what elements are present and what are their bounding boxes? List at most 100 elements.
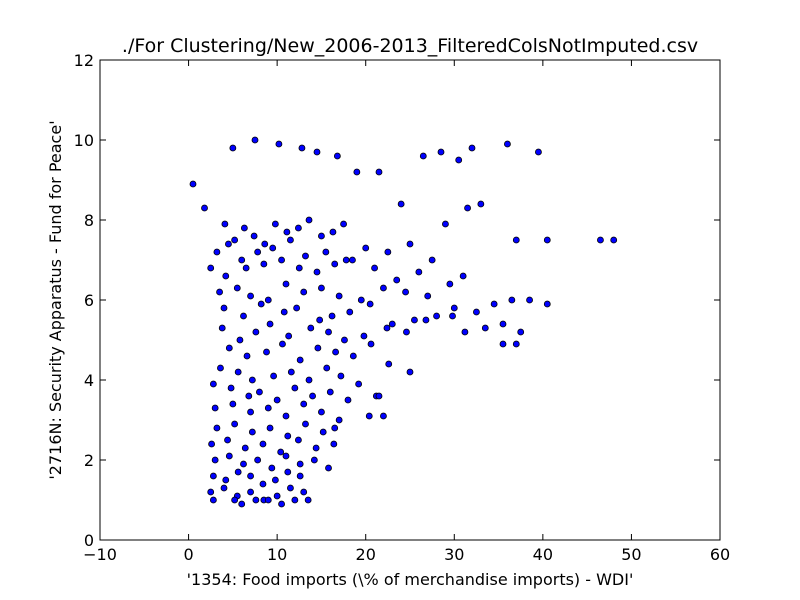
data-point [422,316,430,324]
data-point [512,340,520,348]
data-point [256,388,263,396]
data-point [481,324,489,332]
data-point [296,472,304,480]
data-point [342,256,350,264]
data-point [296,460,304,468]
data-point [526,296,533,304]
data-point [282,452,290,460]
y-tick-labels: 0 2 4 6 8 10 12 [74,51,94,550]
data-point [247,472,254,480]
data-point [268,464,276,472]
data-point [287,368,295,376]
data-point [428,256,436,264]
data-point [225,240,232,248]
data-point [225,344,233,352]
data-point [247,408,254,416]
x-tick-label: 20 [356,545,376,564]
y-tick-label: 0 [84,531,94,550]
data-point [260,260,268,268]
data-point [543,300,551,308]
data-point [437,148,445,156]
data-point [238,256,246,264]
data-point [367,340,375,348]
data-point [332,348,340,356]
data-point [307,324,315,332]
data-point [254,248,262,256]
data-point [275,140,283,148]
x-tick-label: 30 [444,545,464,564]
x-axis-label: '1354: Food imports (\% of merchandise i… [187,570,634,589]
data-point [499,320,507,328]
data-point [283,228,291,236]
data-point [316,316,324,324]
data-point [231,236,239,244]
data-point [424,292,432,300]
data-point [250,232,258,240]
data-point [305,376,313,384]
data-point [252,496,260,504]
data-point [233,284,241,292]
data-point [263,348,270,356]
data-point [242,264,250,272]
data-point [222,272,230,280]
y-tick-label: 2 [84,451,94,470]
data-point [259,480,267,488]
y-tick-label: 12 [74,51,94,70]
data-point [240,224,248,232]
data-point [216,288,223,296]
data-point [477,200,485,208]
data-point [384,248,392,256]
data-point [346,308,354,316]
data-point [328,312,336,320]
y-tick-label: 4 [84,371,94,390]
data-point [222,476,230,484]
data-point [284,432,292,440]
data-point [512,236,520,244]
data-point [449,312,456,320]
data-point [227,384,235,392]
data-point [388,320,396,328]
data-points [189,136,618,508]
data-point [271,476,279,484]
data-point [266,424,274,432]
data-point [285,332,293,340]
data-point [459,272,467,280]
data-point [224,436,231,444]
data-point [403,328,410,336]
data-point [357,296,365,304]
data-point [375,168,383,176]
data-point [517,328,525,336]
data-point [300,400,308,408]
data-point [380,284,387,292]
data-point [300,288,308,296]
data-point [302,420,309,428]
data-point [252,328,260,336]
data-point [236,336,244,344]
data-point [433,312,440,320]
data-point [310,456,318,464]
data-point [446,280,454,288]
data-point [234,468,242,476]
data-point [385,360,393,368]
data-point [365,412,373,420]
data-point [543,236,551,244]
data-point [464,204,471,212]
data-point [411,316,418,324]
data-point [264,404,272,412]
data-point [209,380,217,388]
data-point [325,464,332,472]
data-point [271,220,279,228]
data-point [335,416,343,424]
data-point [241,444,249,452]
data-point [229,400,237,408]
x-tick-label: 50 [621,545,641,564]
y-tick-label: 6 [84,291,94,310]
data-point [213,248,221,256]
data-point [406,240,414,248]
data-point [349,352,357,360]
data-point [450,304,458,312]
data-point [189,180,197,188]
data-point [473,308,480,316]
data-point [240,312,247,320]
data-point [238,500,246,508]
